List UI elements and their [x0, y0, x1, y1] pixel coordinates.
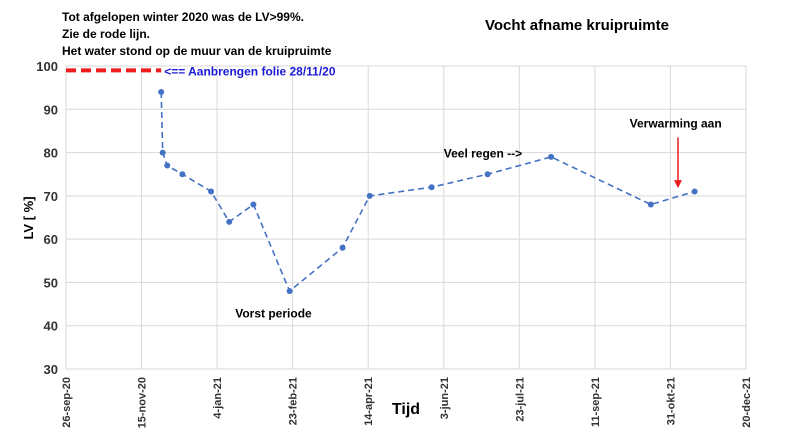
data-point: [339, 244, 346, 251]
y-tick-label: 60: [44, 232, 58, 247]
note-line-3: Het water stond op de muur van de kruipr…: [62, 44, 332, 58]
note-line-2: Zie de rode lijn.: [62, 27, 150, 41]
annotations: <== Aanbrengen folie 28/11/20 Vorst perio…: [164, 64, 721, 320]
data-point: [250, 201, 257, 208]
data-point: [208, 188, 215, 195]
x-tick-label: 23-feb-21: [288, 377, 300, 425]
data-point: [691, 188, 698, 195]
x-tick-label: 23-jul-21: [514, 377, 526, 422]
data-point: [164, 162, 171, 169]
data-point: [226, 218, 233, 225]
data-point: [179, 171, 186, 178]
annotation: Verwarming aan: [630, 116, 722, 130]
y-axis: 30 40 50 60 70 80 90 100: [36, 59, 58, 377]
x-tick-label: 11-sep-21: [590, 377, 602, 427]
y-tick-label: 50: [44, 275, 58, 290]
y-tick-label: 30: [44, 362, 58, 377]
data-point: [366, 192, 373, 199]
x-axis: 26-sep-20 15-nov-20 4-jan-21 23-feb-21 14-ap…: [61, 377, 753, 428]
y-tick-label: 40: [44, 319, 58, 334]
data-point: [548, 153, 555, 160]
y-tick-label: 80: [44, 146, 58, 161]
plot-area: [65, 65, 747, 370]
annotation: Vorst periode: [235, 307, 312, 321]
series-points: [158, 88, 698, 295]
x-tick-label: 31-okt-21: [665, 377, 677, 425]
data-point: [159, 149, 166, 156]
notes: Tot afgelopen winter 2020 was de LV>99%.…: [62, 10, 332, 58]
x-tick-label: 4-jan-21: [212, 377, 224, 419]
data-point: [484, 171, 491, 178]
heating-arrow-head: [674, 180, 682, 189]
y-tick-label: 90: [44, 102, 58, 117]
data-point: [428, 184, 435, 191]
y-tick-label: 70: [44, 189, 58, 204]
y-tick-label: 100: [36, 59, 58, 74]
data-point: [647, 201, 654, 208]
note-line-1: Tot afgelopen winter 2020 was de LV>99%.: [62, 10, 304, 24]
data-point: [286, 288, 293, 295]
y-axis-label: LV [ %]: [21, 196, 36, 239]
annotation: Veel regen -->: [444, 147, 522, 161]
annotation: <== Aanbrengen folie 28/11/20: [164, 64, 336, 78]
x-axis-label: Tijd: [392, 401, 420, 418]
x-tick-label: 20-dec-21: [741, 377, 753, 428]
x-tick-label: 3-jun-21: [439, 377, 451, 419]
x-tick-label: 15-nov-20: [137, 377, 149, 428]
chart-title: Vocht afname kruipruimte: [485, 17, 669, 34]
data-point: [158, 88, 165, 95]
x-tick-label: 14-apr-21: [363, 377, 375, 426]
gridlines: [65, 65, 747, 370]
x-tick-label: 26-sep-20: [61, 377, 73, 428]
